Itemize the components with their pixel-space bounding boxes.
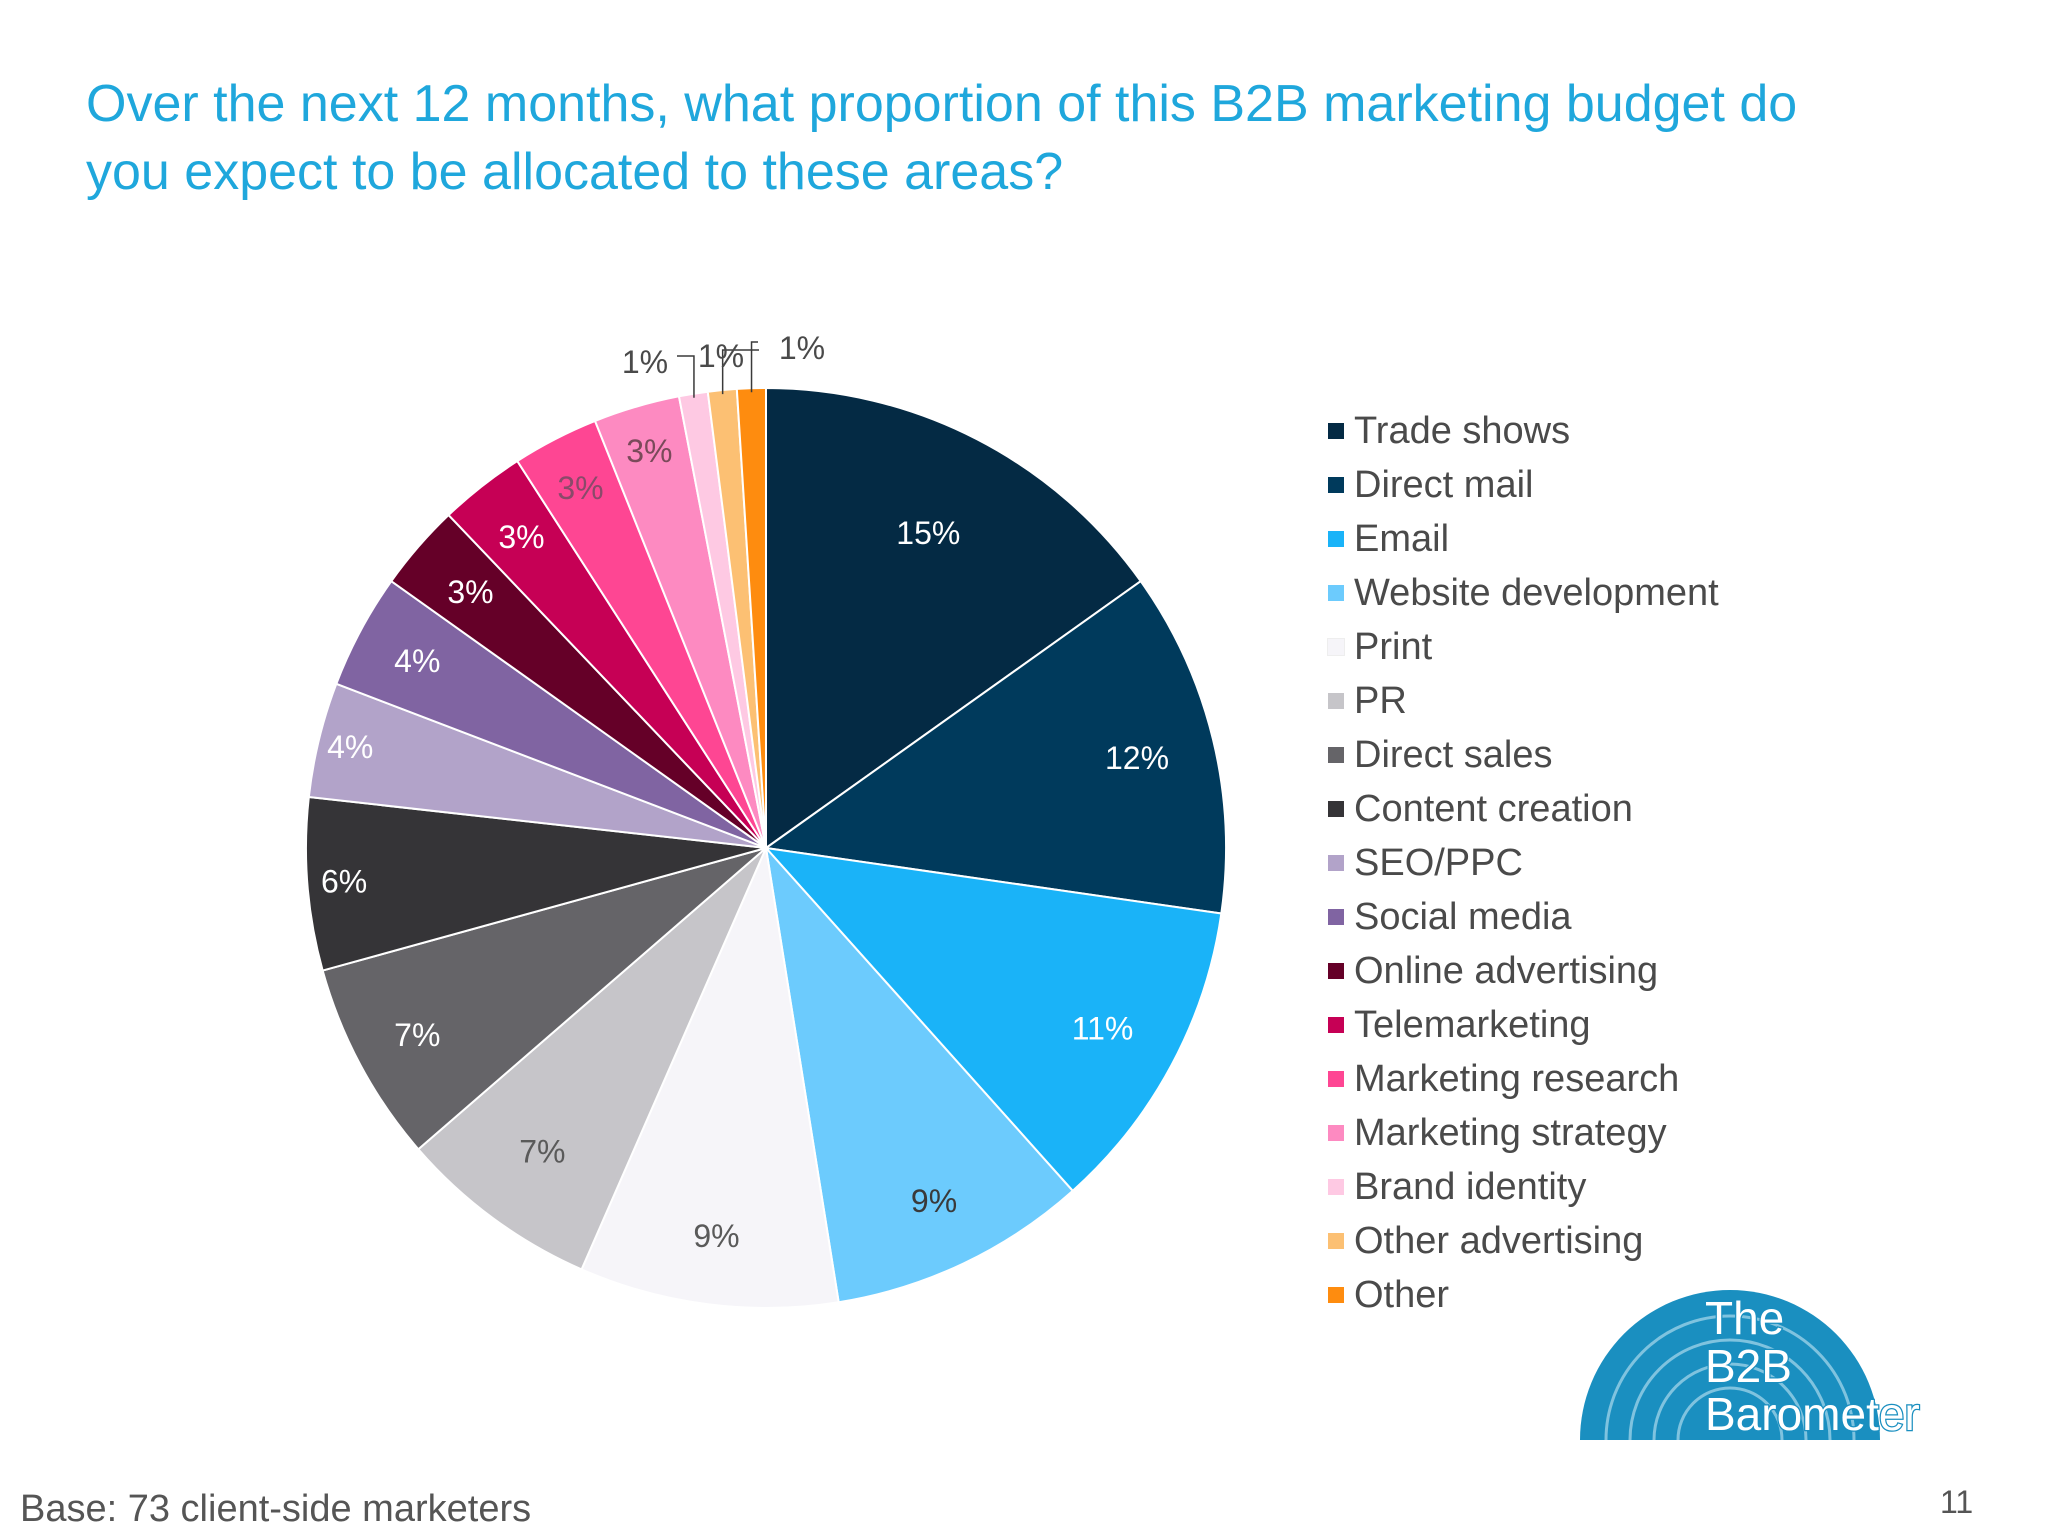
legend-swatch bbox=[1328, 423, 1344, 439]
pie-slice-content-creation bbox=[305, 795, 767, 972]
legend-swatch bbox=[1328, 585, 1344, 601]
pie-slice-print bbox=[580, 844, 840, 1309]
legend-label: Trade shows bbox=[1354, 409, 1571, 452]
legend-item-marketing-strategy: Marketing strategy bbox=[1328, 1106, 1719, 1160]
data-label-direct-sales: 7% bbox=[394, 1017, 440, 1053]
legend-label: Marketing strategy bbox=[1354, 1111, 1667, 1154]
legend-label: Online advertising bbox=[1354, 949, 1659, 992]
legend-item-marketing-research: Marketing research bbox=[1328, 1052, 1719, 1106]
legend-swatch bbox=[1328, 963, 1344, 979]
legend-label: Direct mail bbox=[1354, 463, 1534, 506]
data-label-brand-identity: 1% bbox=[622, 344, 668, 380]
logo-line-3: Barometer bbox=[1705, 1388, 1920, 1440]
legend-label: Social media bbox=[1354, 895, 1572, 938]
data-label-social-media: 4% bbox=[394, 643, 440, 679]
legend-label: Website development bbox=[1354, 571, 1719, 614]
legend-swatch bbox=[1328, 1233, 1344, 1249]
legend-swatch bbox=[1328, 531, 1344, 547]
pie-slice-pr bbox=[416, 847, 767, 1271]
legend-item-other-advertising: Other advertising bbox=[1328, 1214, 1719, 1268]
legend-label: Other advertising bbox=[1354, 1219, 1644, 1262]
data-label-other: 1% bbox=[779, 330, 825, 366]
legend-label: Email bbox=[1354, 517, 1450, 560]
leader-line-other-advertising bbox=[721, 349, 759, 395]
data-label-online-advertising: 3% bbox=[447, 574, 493, 610]
data-label-content-creation: 6% bbox=[321, 864, 367, 900]
legend-item-telemarketing: Telemarketing bbox=[1328, 998, 1719, 1052]
b2b-barometer-logo: The B2B Barometer bbox=[1580, 1290, 1921, 1440]
legend-swatch bbox=[1328, 693, 1344, 709]
legend-swatch bbox=[1328, 1179, 1344, 1195]
data-label-email: 11% bbox=[1072, 1010, 1134, 1046]
page-number: 11 bbox=[1940, 1484, 1974, 1520]
legend-label: SEO/PPC bbox=[1354, 841, 1523, 884]
legend-item-website-development: Website development bbox=[1328, 566, 1719, 620]
legend-item-print: Print bbox=[1327, 620, 1719, 674]
legend-item-social-media: Social media bbox=[1328, 890, 1719, 944]
data-label-website-development: 9% bbox=[911, 1183, 957, 1219]
legend-label: Marketing research bbox=[1354, 1057, 1680, 1100]
data-label-marketing-research: 3% bbox=[557, 470, 603, 506]
legend-item-trade-shows: Trade shows bbox=[1328, 404, 1719, 458]
legend-label: Content creation bbox=[1354, 787, 1633, 830]
legend-swatch bbox=[1328, 801, 1344, 817]
legend-swatch bbox=[1328, 1125, 1344, 1141]
legend-item-pr: PR bbox=[1328, 674, 1719, 728]
leader-line-brand-identity bbox=[677, 355, 695, 398]
legend-swatch bbox=[1328, 909, 1344, 925]
pie-slice-email bbox=[763, 846, 1223, 1193]
legend-label: PR bbox=[1354, 679, 1407, 722]
data-label-other-advertising: 1% bbox=[698, 338, 744, 374]
legend-item-email: Email bbox=[1328, 512, 1719, 566]
logo-line-1: The bbox=[1705, 1292, 1784, 1344]
legend-item-seo-ppc: SEO/PPC bbox=[1328, 836, 1719, 890]
pie-slice-trade-shows bbox=[765, 386, 1143, 850]
legend-label: Print bbox=[1354, 625, 1433, 668]
pie-slice-direct-sales bbox=[321, 847, 767, 1151]
legend-item-online-advertising: Online advertising bbox=[1328, 944, 1719, 998]
legend-swatch bbox=[1328, 1071, 1344, 1087]
legend-item-brand-identity: Brand identity bbox=[1328, 1160, 1719, 1214]
legend-label: Direct sales bbox=[1354, 733, 1553, 776]
legend-swatch bbox=[1328, 855, 1344, 871]
title-line-1: Over the next 12 months, what proportion… bbox=[86, 75, 1798, 133]
page-title: Over the next 12 months, what proportion… bbox=[86, 70, 1986, 206]
logo-line-2: B2B bbox=[1705, 1340, 1792, 1392]
legend-label: Brand identity bbox=[1354, 1165, 1587, 1208]
legend-swatch bbox=[1328, 477, 1344, 493]
legend-item-direct-mail: Direct mail bbox=[1328, 458, 1719, 512]
data-label-pr: 7% bbox=[519, 1134, 565, 1170]
data-label-print: 9% bbox=[693, 1218, 739, 1254]
legend-item-direct-sales: Direct sales bbox=[1328, 728, 1719, 782]
title-line-2: you expect to be allocated to these area… bbox=[86, 143, 1064, 201]
chart-legend: Trade shows Direct mail Email Website devel… bbox=[1327, 404, 1719, 1322]
legend-item-content-creation: Content creation bbox=[1328, 782, 1719, 836]
data-label-telemarketing: 3% bbox=[498, 519, 544, 555]
legend-swatch bbox=[1327, 638, 1345, 656]
pie-slice-direct-mail bbox=[763, 579, 1227, 915]
legend-label: Other bbox=[1354, 1273, 1450, 1316]
legend-item-other: Other bbox=[1328, 1268, 1719, 1322]
logo-arcs bbox=[1580, 1290, 1880, 1440]
legend-swatch bbox=[1328, 1287, 1344, 1303]
leader-line-other bbox=[750, 341, 758, 393]
legend-swatch bbox=[1328, 1017, 1344, 1033]
legend-label: Telemarketing bbox=[1354, 1003, 1591, 1046]
data-label-marketing-strategy: 3% bbox=[626, 433, 672, 469]
data-label-trade-shows: 15% bbox=[896, 515, 960, 551]
data-label-seo-ppc: 4% bbox=[327, 729, 373, 765]
data-label-direct-mail: 12% bbox=[1105, 740, 1169, 776]
legend-swatch bbox=[1328, 747, 1344, 763]
pie-slice-website-development bbox=[764, 844, 1075, 1304]
base-note: Base: 73 client-side marketers bbox=[20, 1488, 532, 1530]
